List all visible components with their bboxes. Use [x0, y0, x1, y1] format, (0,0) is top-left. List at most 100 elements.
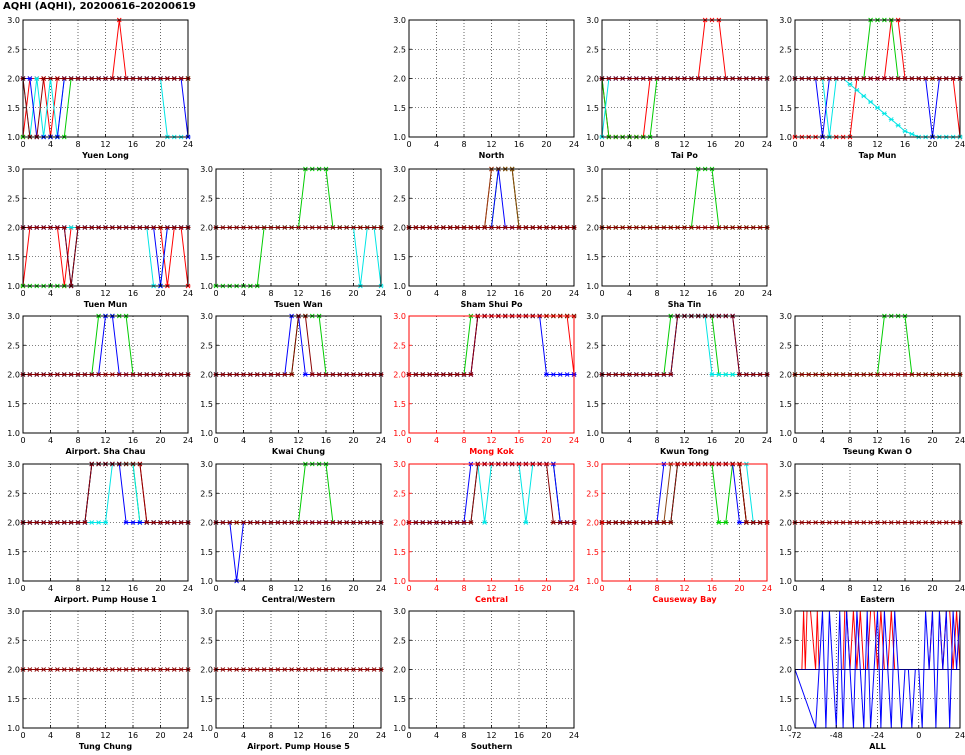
data-point: [902, 128, 908, 134]
x-tick-label: 24: [376, 436, 386, 445]
x-tick-label: 12: [486, 289, 496, 298]
y-tick-label: 3.0: [586, 165, 599, 174]
data-point: [550, 225, 556, 230]
data-point: [840, 520, 846, 525]
data-point: [144, 76, 150, 81]
chart-panel: 0 4 8 12 16 20 24 1.0 1.5 2.0 2.5 3.0 Southern: [393, 607, 579, 751]
chart-panel: 0 4 8 12 16 20 24 1.0 1.5 2.0 2.5 3.0 Airport. Sha C…: [7, 312, 193, 456]
data-point: [854, 372, 860, 377]
data-point: [868, 520, 874, 525]
data-point: [868, 99, 874, 105]
y-tick-label: 1.5: [586, 400, 599, 409]
y-tick-label: 2.5: [779, 489, 792, 498]
data-point: [302, 225, 308, 230]
data-point: [688, 225, 694, 230]
y-tick-label: 1.5: [586, 253, 599, 262]
data-point: [943, 76, 949, 81]
data-point: [275, 520, 281, 525]
x-tick-label: 12: [100, 289, 110, 298]
x-tick-label: 24: [376, 731, 386, 740]
data-point: [96, 225, 102, 230]
data-point: [296, 225, 301, 230]
data-point: [840, 372, 846, 377]
x-tick-label: -72: [788, 731, 801, 740]
chart-panel: 0 4 8 12 16 20 24 1.0 1.5 2.0 2.5 3.0 Tung Chung: [7, 607, 193, 751]
y-tick-label: 1.5: [393, 400, 406, 409]
data-point: [620, 225, 626, 230]
x-tick-label: 12: [872, 140, 882, 149]
y-tick-label: 1.0: [393, 577, 406, 586]
data-point: [309, 520, 315, 525]
data-point: [875, 520, 880, 525]
data-point: [813, 76, 819, 81]
data-point: [854, 76, 860, 81]
y-tick-label: 1.5: [779, 695, 792, 704]
data-point: [434, 225, 439, 230]
data-point: [902, 76, 908, 81]
data-point: [275, 225, 281, 230]
x-tick-label: 4: [820, 436, 825, 445]
data-point: [550, 520, 556, 525]
y-tick-label: 2.0: [7, 519, 20, 528]
chart-panel: 0 4 8 12 16 20 24 1.0 1.5 2.0 2.5 3.0 Mong Kok: [393, 312, 579, 456]
y-tick-label: 1.0: [586, 133, 599, 142]
data-point: [716, 225, 722, 230]
x-tick-label: 8: [75, 436, 80, 445]
data-point: [606, 372, 612, 377]
y-tick-label: 3.0: [393, 312, 406, 321]
x-tick-label: 20: [541, 436, 551, 445]
data-point: [420, 225, 426, 230]
y-tick-label: 3.0: [393, 165, 406, 174]
data-point: [613, 76, 619, 81]
data-point: [564, 520, 570, 525]
y-tick-label: 2.0: [779, 519, 792, 528]
data-point: [633, 372, 639, 377]
data-point: [89, 667, 95, 672]
data-point: [234, 520, 240, 525]
data-point: [302, 667, 308, 672]
x-tick-label: 20: [541, 140, 551, 149]
x-tick-label: 8: [75, 731, 80, 740]
x-tick-label: 12: [293, 436, 303, 445]
data-point: [364, 520, 370, 525]
data-point: [61, 667, 67, 672]
data-point: [137, 372, 143, 377]
data-point: [613, 520, 619, 525]
data-point: [723, 520, 729, 525]
x-tick-label: 24: [762, 289, 772, 298]
x-tick-label: 4: [48, 731, 53, 740]
data-point: [702, 76, 708, 81]
x-tick-label: 4: [241, 584, 246, 593]
x-tick-label: 20: [348, 289, 358, 298]
data-point: [537, 225, 543, 230]
x-tick-label: 0: [599, 140, 604, 149]
x-tick-label: 16: [128, 584, 138, 593]
x-tick-label: 24: [376, 289, 386, 298]
data-point: [606, 225, 612, 230]
x-tick-label: 16: [707, 289, 717, 298]
panel-title: Tsuen Wan: [274, 300, 323, 309]
data-point: [620, 372, 626, 377]
x-tick-label: 16: [900, 436, 910, 445]
y-tick-label: 2.0: [7, 371, 20, 380]
panel-title: Tap Mun: [859, 151, 897, 160]
data-point: [164, 520, 170, 525]
data-point: [296, 667, 301, 672]
chart-panel: 0 4 8 12 16 20 24 1.0 1.5 2.0 2.5 3.0 Airport. Pump …: [200, 607, 386, 751]
data-point: [34, 520, 40, 525]
data-point: [757, 225, 763, 230]
x-tick-label: 20: [348, 436, 358, 445]
data-point: [895, 372, 901, 377]
data-point: [330, 225, 336, 230]
data-point: [337, 225, 343, 230]
panel-title: Central: [475, 595, 508, 604]
data-point: [48, 520, 53, 525]
data-point: [895, 520, 901, 525]
x-tick-label: 0: [213, 289, 218, 298]
data-point: [730, 76, 736, 81]
data-point: [854, 87, 860, 93]
x-tick-label: 8: [461, 731, 466, 740]
y-tick-label: 2.5: [393, 341, 406, 350]
data-point: [434, 520, 439, 525]
data-point: [34, 667, 40, 672]
